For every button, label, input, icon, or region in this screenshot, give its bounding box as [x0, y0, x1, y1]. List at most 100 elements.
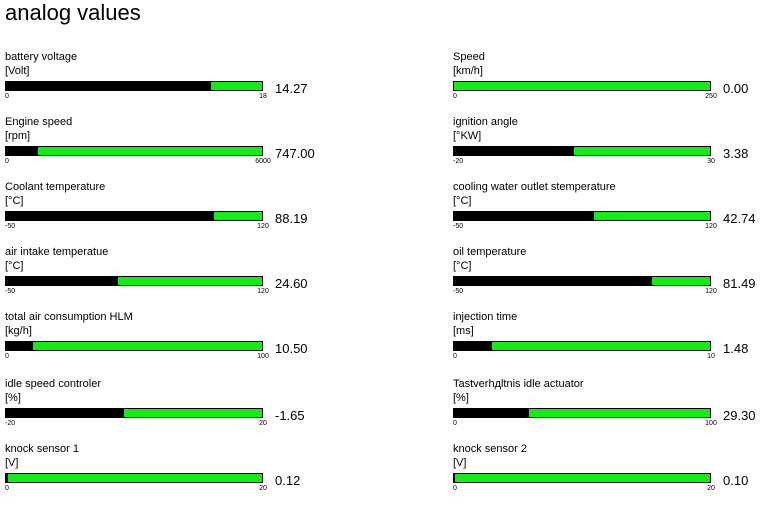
- gauge-unit: [rpm]: [5, 130, 31, 142]
- gauge-value: 0.00: [723, 81, 749, 96]
- gauge-value: 81.49: [723, 276, 756, 291]
- gauge-fill: [454, 277, 653, 285]
- gauge-fill: [454, 474, 456, 482]
- gauge-label: total air consumption HLM: [5, 311, 133, 323]
- gauge-unit: [V]: [5, 457, 19, 469]
- gauge-value: -1.65: [275, 408, 305, 423]
- gauge-bar: [5, 408, 263, 418]
- gauge-min: 0: [453, 353, 457, 360]
- gauge-unit: [ms]: [453, 325, 474, 337]
- gauge-bar: [5, 473, 263, 483]
- gauge-unit: [km/h]: [453, 65, 483, 77]
- gauge-fill: [6, 277, 119, 285]
- gauge-label: Coolant temperature: [5, 181, 106, 193]
- gauge-knock-sensor-1: knock sensor 1 [V] 0 20 0.12: [5, 443, 325, 501]
- gauge-value: 0.10: [723, 473, 749, 488]
- page-title: analog values: [5, 0, 141, 25]
- gauge-max: 20: [707, 485, 715, 492]
- gauge-value: 10.50: [275, 341, 308, 356]
- gauge-idle-actuator-duty-cycle: Tastverhдltnis idle actuator [%] 0 100 2…: [453, 378, 761, 436]
- gauge-bar: [453, 473, 711, 483]
- gauge-fill: [6, 147, 38, 155]
- gauge-max: 100: [257, 353, 269, 360]
- gauge-fill: [454, 342, 492, 350]
- gauge-unit: [°C]: [5, 195, 24, 207]
- gauge-min: -50: [5, 223, 16, 230]
- gauge-fill: [454, 212, 594, 220]
- gauge-min: -50: [453, 288, 464, 295]
- gauge-label: oil temperature: [453, 246, 527, 258]
- gauge-unit: [%]: [5, 392, 21, 404]
- gauge-cooling-water-outlet-temperature: cooling water outlet stemperature [°C] -…: [453, 181, 761, 239]
- gauge-engine-speed: Engine speed [rpm] 0 6000 747.00: [5, 116, 325, 174]
- gauge-unit: [Volt]: [5, 65, 30, 77]
- gauge-max: 18: [259, 93, 267, 100]
- gauge-label: cooling water outlet stemperature: [453, 181, 616, 193]
- gauge-value: 88.19: [275, 211, 308, 226]
- gauge-fill: [454, 147, 574, 155]
- gauge-min: -50: [453, 223, 464, 230]
- gauge-max: 6000: [255, 158, 271, 165]
- gauge-label: air intake temperatue: [5, 246, 109, 258]
- gauge-unit: [kg/h]: [5, 325, 32, 337]
- gauge-bar: [453, 81, 711, 91]
- gauge-unit: [°C]: [453, 195, 472, 207]
- gauge-label: injection time: [453, 311, 518, 323]
- gauge-max: 20: [259, 485, 267, 492]
- gauge-label: Speed: [453, 51, 485, 63]
- gauge-bar: [453, 211, 711, 221]
- gauge-bar: [453, 276, 711, 286]
- gauge-unit: [V]: [453, 457, 467, 469]
- gauge-bar: [5, 276, 263, 286]
- gauge-unit: [°KW]: [453, 130, 482, 142]
- gauge-air-intake-temperature: air intake temperatue [°C] -50 120 24.60: [5, 246, 325, 304]
- gauge-label: battery voltage: [5, 51, 78, 63]
- gauge-max: 100: [705, 420, 717, 427]
- gauge-value: 24.60: [275, 276, 308, 291]
- gauge-value: 1.48: [723, 341, 749, 356]
- gauge-unit: [°C]: [5, 260, 24, 272]
- gauge-value: 3.38: [723, 146, 749, 161]
- gauge-max: 250: [705, 93, 717, 100]
- gauge-min: 0: [5, 93, 9, 100]
- gauge-oil-temperature: oil temperature [°C] -50 120 81.49: [453, 246, 761, 304]
- gauge-bar: [5, 211, 263, 221]
- gauge-max: 30: [707, 158, 715, 165]
- gauge-label: idle speed controler: [5, 378, 102, 390]
- gauge-knock-sensor-2: knock sensor 2 [V] 0 20 0.10: [453, 443, 761, 501]
- gauge-max: 120: [705, 223, 717, 230]
- gauge-label: ignition angle: [453, 116, 518, 128]
- gauge-min: 0: [5, 158, 9, 165]
- gauge-label: knock sensor 2: [453, 443, 527, 455]
- gauge-min: 0: [453, 485, 457, 492]
- gauge-bar: [453, 408, 711, 418]
- gauge-min: -20: [5, 420, 16, 427]
- gauge-min: 0: [5, 353, 9, 360]
- gauge-label: Engine speed: [5, 116, 73, 128]
- gauge-speed: Speed [km/h] 0 250 0.00: [453, 51, 761, 109]
- gauge-min: 0: [453, 420, 457, 427]
- gauge-min: 0: [453, 93, 457, 100]
- gauge-value: 0.12: [275, 473, 301, 488]
- gauge-battery-voltage: battery voltage [Volt] 0 18 14.27: [5, 51, 325, 109]
- gauge-label: knock sensor 1: [5, 443, 79, 455]
- gauge-min: -20: [453, 158, 464, 165]
- gauge-bar: [5, 81, 263, 91]
- gauge-bar: [453, 341, 711, 351]
- gauge-bar: [5, 341, 263, 351]
- gauge-fill: [6, 82, 211, 90]
- gauge-coolant-temperature: Coolant temperature [°C] -50 120 88.19: [5, 181, 325, 239]
- gauge-max: 10: [707, 353, 715, 360]
- gauge-bar: [453, 146, 711, 156]
- gauge-bar: [5, 146, 263, 156]
- gauge-max: 120: [257, 288, 269, 295]
- gauge-value: 29.30: [723, 408, 756, 423]
- gauge-label: Tastverhдltnis idle actuator: [453, 378, 584, 390]
- gauge-max: 120: [257, 223, 269, 230]
- gauge-fill: [6, 409, 124, 417]
- gauge-min: -50: [5, 288, 16, 295]
- gauge-fill: [6, 212, 215, 220]
- gauge-total-air-consumption: total air consumption HLM [kg/h] 0 100 1…: [5, 311, 325, 369]
- gauge-min: 0: [5, 485, 9, 492]
- gauge-idle-speed-controller: idle speed controler [%] -20 20 -1.65: [5, 378, 325, 436]
